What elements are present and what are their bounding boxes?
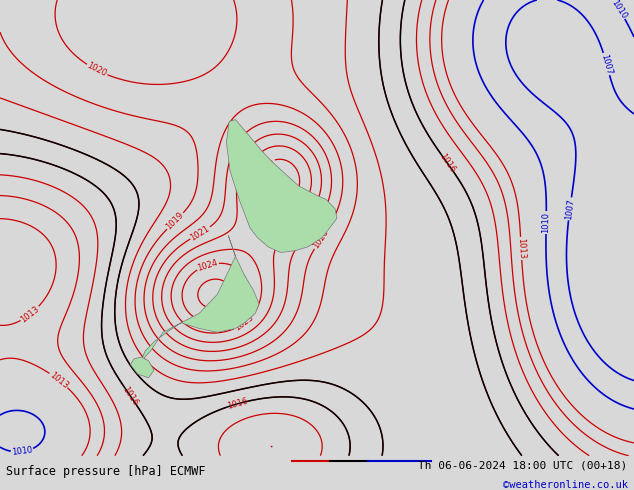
Text: 1024: 1024 xyxy=(197,258,219,272)
Text: 1022: 1022 xyxy=(287,217,308,238)
Text: 1020: 1020 xyxy=(311,228,330,250)
Text: 1016: 1016 xyxy=(437,152,457,174)
Polygon shape xyxy=(141,236,259,361)
Text: 1023: 1023 xyxy=(242,190,257,213)
Text: 1023: 1023 xyxy=(233,313,255,333)
Polygon shape xyxy=(226,120,337,252)
Text: 1013: 1013 xyxy=(516,238,526,259)
Polygon shape xyxy=(131,357,154,378)
Text: Surface pressure [hPa] ECMWF: Surface pressure [hPa] ECMWF xyxy=(6,465,206,478)
Text: 1016: 1016 xyxy=(121,385,140,408)
Text: 1024: 1024 xyxy=(255,155,276,177)
Text: 1007: 1007 xyxy=(564,198,576,220)
Text: 1010: 1010 xyxy=(541,212,551,233)
Text: ©weatheronline.co.uk: ©weatheronline.co.uk xyxy=(503,480,628,490)
Text: 1013: 1013 xyxy=(19,304,41,324)
Text: 1019: 1019 xyxy=(165,210,186,232)
Text: 1007: 1007 xyxy=(599,52,614,75)
Text: 1016: 1016 xyxy=(226,397,249,411)
Text: Th 06-06-2024 18:00 UTC (00+18): Th 06-06-2024 18:00 UTC (00+18) xyxy=(418,461,628,471)
Text: 1013: 1013 xyxy=(48,370,70,390)
Text: 1025: 1025 xyxy=(211,297,234,315)
Text: 1010: 1010 xyxy=(11,446,33,457)
Text: 1021: 1021 xyxy=(189,224,212,243)
Text: 1020: 1020 xyxy=(86,61,108,79)
Text: 1010: 1010 xyxy=(609,0,628,21)
